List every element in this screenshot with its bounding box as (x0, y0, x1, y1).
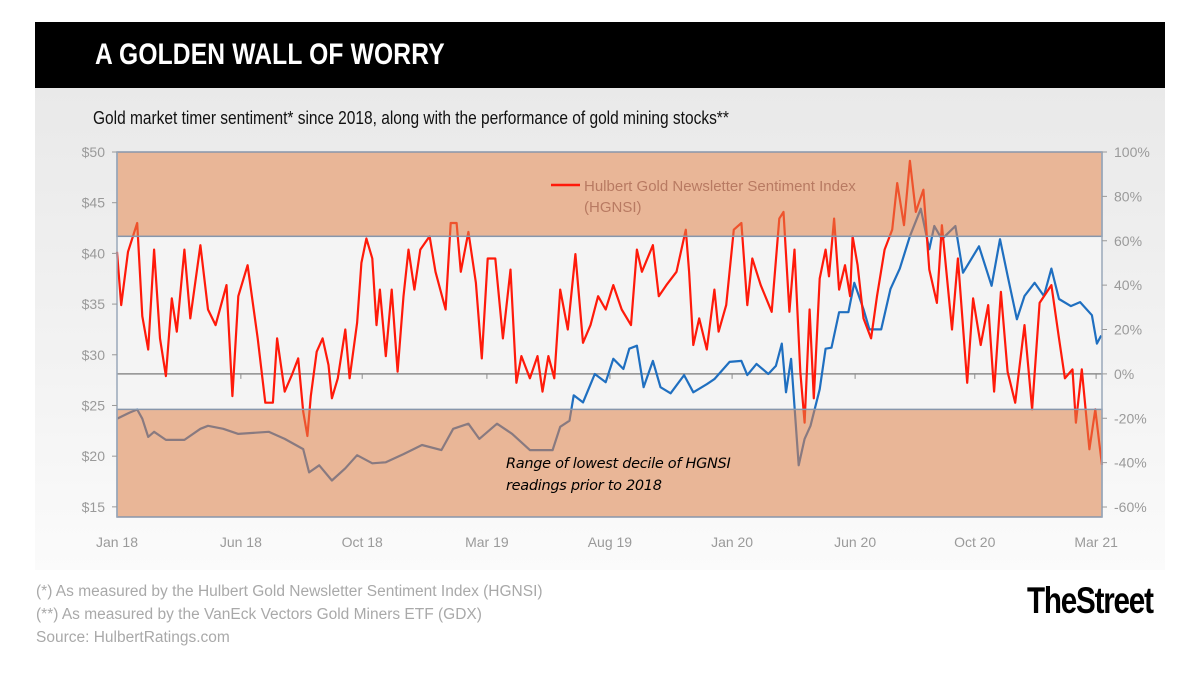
left-tick-label: $50 (82, 144, 106, 160)
page-title: A GOLDEN WALL OF WORRY (95, 38, 445, 71)
right-tick-label: 80% (1114, 188, 1142, 204)
upper-band (117, 152, 1102, 237)
right-tick-label: 40% (1114, 277, 1142, 293)
x-tick-label: Jan 20 (711, 534, 753, 550)
legend-label-abbr: (HGNSI) (584, 199, 642, 216)
x-tick-label: Oct 18 (342, 534, 383, 550)
x-tick-label: Jan 18 (96, 534, 138, 550)
right-tick-label: 0% (1114, 366, 1134, 382)
footnote-source: Source: HulbertRatings.com (36, 629, 230, 646)
right-tick-label: -20% (1114, 410, 1147, 426)
chart-subtitle: Gold market timer sentiment* since 2018,… (93, 108, 729, 128)
footnote-hgnsi: (*) As measured by the Hulbert Gold News… (36, 583, 543, 600)
lowest-decile-band (117, 409, 1102, 517)
left-tick-label: $30 (82, 347, 106, 363)
x-tick-label: Aug 19 (588, 534, 633, 550)
right-tick-label: 60% (1114, 233, 1142, 249)
x-tick-label: Mar 19 (465, 534, 509, 550)
title-bar: A GOLDEN WALL OF WORRY (35, 22, 1165, 88)
left-tick-label: $25 (82, 397, 106, 413)
left-tick-label: $45 (82, 195, 106, 211)
left-tick-label: $40 (82, 245, 106, 261)
right-tick-label: -40% (1114, 455, 1147, 471)
hgnsi-series-line (115, 159, 1104, 466)
right-tick-label: 100% (1114, 144, 1150, 160)
thestreet-logo: TheStreet (1027, 580, 1154, 621)
right-tick-label: 20% (1114, 322, 1142, 338)
footnote-gdx: (**) As measured by the VanEck Vectors G… (36, 606, 482, 623)
left-tick-label: $35 (82, 296, 106, 312)
legend-label: Hulbert Gold Newsletter Sentiment Index (584, 178, 856, 195)
annotation-line-1: Range of lowest decile of HGNSI (506, 456, 730, 472)
x-tick-label: Jun 20 (834, 534, 876, 550)
left-tick-label: $15 (82, 499, 106, 515)
x-tick-label: Mar 21 (1074, 534, 1118, 550)
annotation-line-2: readings prior to 2018 (506, 478, 662, 494)
x-tick-label: Jun 18 (220, 534, 262, 550)
legend: Hulbert Gold Newsletter Sentiment Index … (551, 178, 856, 216)
x-tick-label: Oct 20 (954, 534, 995, 550)
left-tick-label: $20 (82, 448, 106, 464)
right-tick-label: -60% (1114, 499, 1147, 515)
